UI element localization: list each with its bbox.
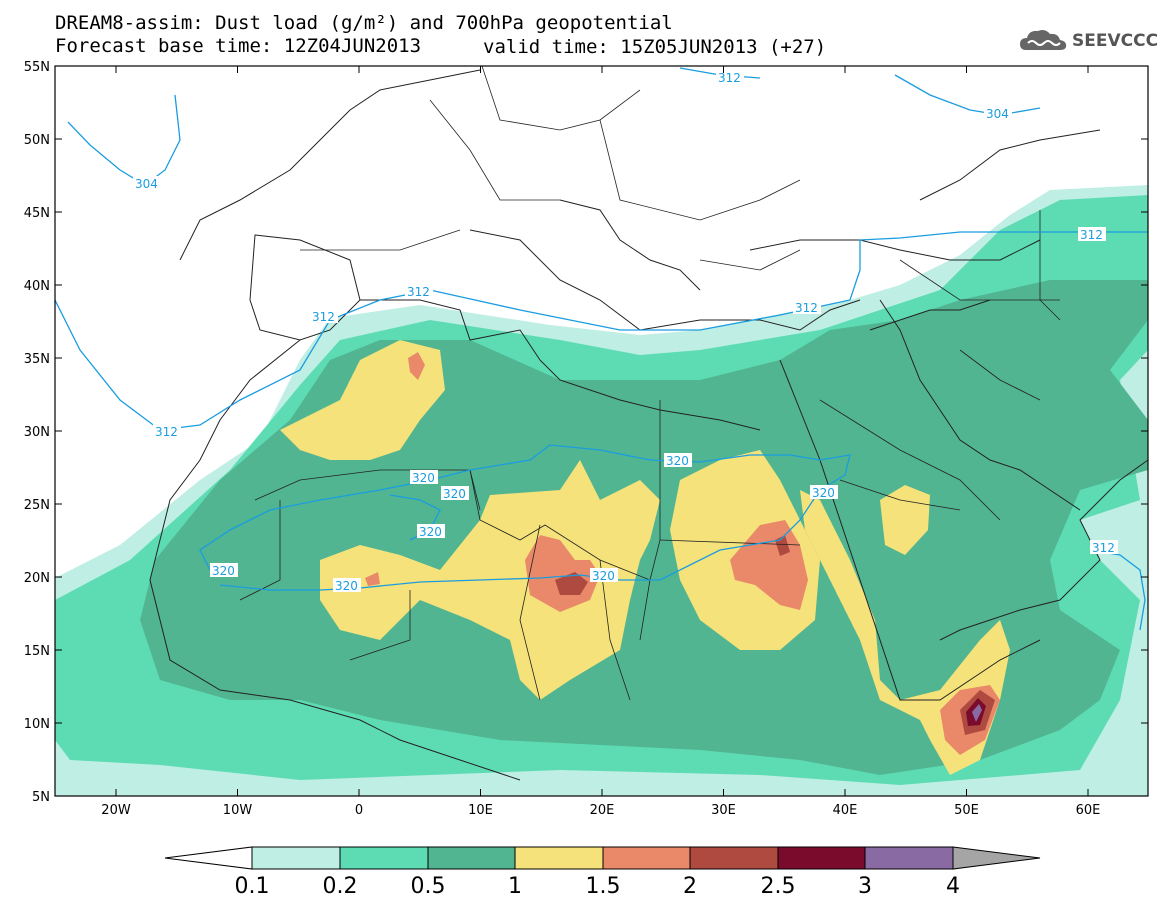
lat-tick-label: 45N	[24, 206, 50, 221]
lat-tick-label: 20N	[24, 571, 50, 586]
contour-label: 312	[407, 285, 430, 299]
colorbar-label: 2.5	[761, 874, 796, 899]
dust-level-1.5-small	[365, 572, 380, 586]
latitude-axis: 55N 50N 45N 40N 35N 30N 25N 20N 15N 10N 5N	[24, 60, 1148, 805]
colorbar-swatch	[251, 846, 341, 870]
contour-label: 320	[335, 579, 358, 593]
colorbar-label: 4	[946, 874, 960, 899]
lat-tick-label: 5N	[32, 790, 50, 805]
contour-label: 320	[212, 564, 235, 578]
colorbar-label: 0.5	[411, 874, 446, 899]
lon-tick-label: 0	[355, 803, 363, 818]
colorbar-swatch	[777, 846, 866, 870]
cloud-icon	[1020, 30, 1067, 50]
lon-tick-label: 40E	[833, 803, 858, 818]
colorbar-swatch	[689, 846, 779, 870]
contour-label: 320	[666, 454, 689, 468]
contour-label: 312	[718, 71, 741, 85]
lat-tick-label: 25N	[24, 498, 50, 513]
lat-tick-label: 15N	[24, 644, 50, 659]
dust-level-1.5-west	[408, 352, 425, 380]
colorbar: 0.1 0.2 0.5 1 1.5 2 2.5 3 4	[164, 846, 1041, 899]
contour-304-east	[894, 74, 1041, 116]
contour-label: 304	[986, 107, 1009, 121]
colorbar-swatch	[864, 846, 954, 870]
contour-labels: 304 304 312 312 312 312 312 312 320 320 …	[133, 70, 1118, 593]
coastlines	[149, 69, 1148, 781]
colorbar-label: 1.5	[586, 874, 621, 899]
colorbar-swatch	[339, 846, 429, 870]
lon-tick-label: 20E	[590, 803, 615, 818]
colorbar-high-arrow	[952, 846, 1041, 870]
lat-tick-label: 50N	[24, 133, 50, 148]
longitude-axis: 20W 10W 0 10E 20E 30E 40E 50E 60E	[101, 66, 1100, 818]
valid-time: valid time: 15Z05JUN2013 (+27)	[483, 36, 827, 58]
map-title: DREAM8-assim: Dust load (g/m²) and 700hP…	[55, 12, 673, 34]
lon-tick-label: 10E	[468, 803, 493, 818]
contour-label: 312	[795, 301, 818, 315]
lon-tick-label: 20W	[101, 803, 131, 818]
dust-field: 304 304 312 312 312 312 312 312 320 320 …	[55, 66, 1148, 796]
colorbar-label: 0.2	[323, 874, 358, 899]
lat-tick-label: 40N	[24, 279, 50, 294]
contour-label: 320	[412, 471, 435, 485]
dust-level-1-arabia	[880, 485, 930, 555]
colorbar-label: 1	[508, 874, 522, 899]
dust-level-1-west	[280, 340, 445, 460]
borders	[239, 66, 1061, 701]
dust-level-1.5-east	[730, 520, 808, 610]
contour-label: 320	[812, 486, 835, 500]
contour-label: 304	[135, 177, 158, 191]
colorbar-label: 3	[858, 874, 872, 899]
colorbar-label: 0.1	[235, 874, 270, 899]
dust-level-3-horn	[972, 704, 982, 722]
colorbar-swatch	[514, 846, 604, 870]
lon-tick-label: 10W	[223, 803, 253, 818]
colorbar-swatch	[602, 846, 691, 870]
colorbar-swatch	[427, 846, 516, 870]
dust-level-2-central	[555, 572, 588, 595]
colorbar-label: 2	[683, 874, 697, 899]
contour-label: 320	[443, 487, 466, 501]
colorbar-low-arrow	[164, 846, 253, 870]
contour-label: 312	[1080, 228, 1103, 242]
lat-tick-label: 35N	[24, 352, 50, 367]
lat-tick-label: 10N	[24, 717, 50, 732]
logo-label: SEEVCCC	[1072, 31, 1159, 51]
seevccc-logo: SEEVCCC	[1018, 26, 1158, 56]
lat-tick-label: 30N	[24, 425, 50, 440]
lon-tick-label: 50E	[954, 803, 979, 818]
contour-label: 320	[592, 569, 615, 583]
lon-tick-label: 30E	[711, 803, 736, 818]
contour-label: 312	[312, 310, 335, 324]
lon-tick-label: 60E	[1076, 803, 1101, 818]
lat-tick-label: 55N	[24, 60, 50, 75]
contour-label: 312	[1092, 541, 1115, 555]
forecast-base-time: Forecast base time: 12Z04JUN2013	[55, 35, 422, 57]
contour-label: 320	[419, 525, 442, 539]
contour-label: 312	[155, 425, 178, 439]
